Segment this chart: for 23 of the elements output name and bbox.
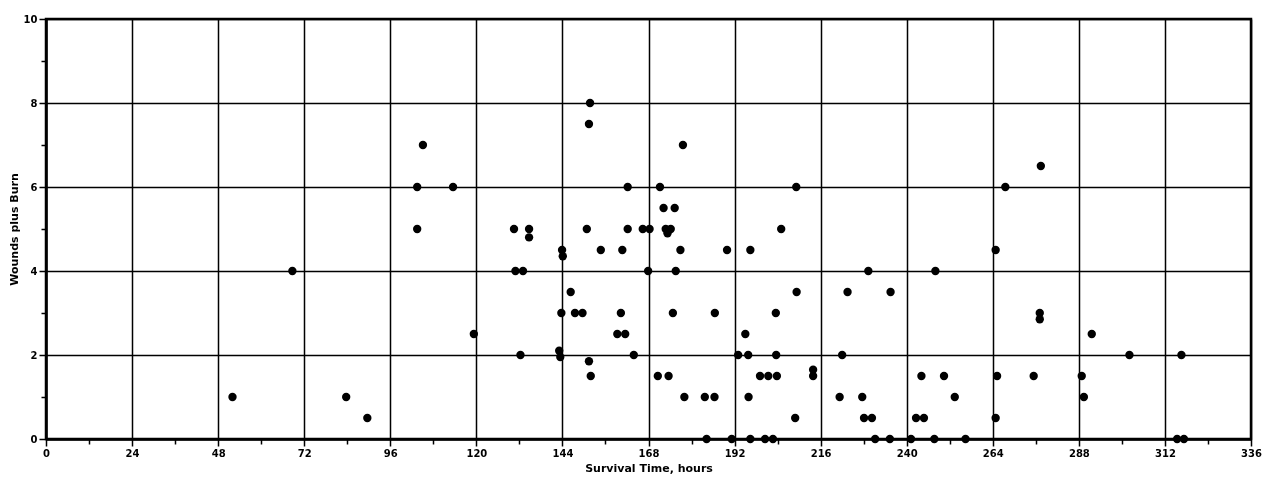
y-axis-title: Wounds plus Burn [7, 173, 21, 286]
y-tick-label: 10 [23, 13, 38, 25]
y-tick-label: 6 [30, 181, 38, 193]
x-axis-title: Survival Time, hours [585, 461, 714, 475]
x-tick-label: 120 [466, 447, 488, 459]
x-tick-label: 144 [552, 447, 574, 459]
x-tick-label: 72 [297, 447, 312, 459]
x-tick-label: 24 [125, 447, 140, 459]
x-tick-label: 264 [982, 447, 1004, 459]
x-tick-label: 312 [1154, 447, 1176, 459]
x-tick-label: 336 [1241, 447, 1262, 459]
x-tick-label: 96 [383, 447, 398, 459]
x-tick-label: 168 [638, 447, 660, 459]
y-tick-label: 4 [30, 265, 38, 277]
x-tick-label: 0 [43, 447, 51, 459]
x-tick-label: 240 [896, 447, 918, 459]
x-tick-label: 192 [724, 447, 746, 459]
x-tick-label: 48 [211, 447, 226, 459]
y-tick-label: 0 [30, 433, 38, 445]
y-tick-label: 2 [30, 349, 38, 361]
x-tick-label: 216 [810, 447, 832, 459]
x-tick-label: 288 [1068, 447, 1090, 459]
y-tick-label: 8 [30, 97, 38, 109]
